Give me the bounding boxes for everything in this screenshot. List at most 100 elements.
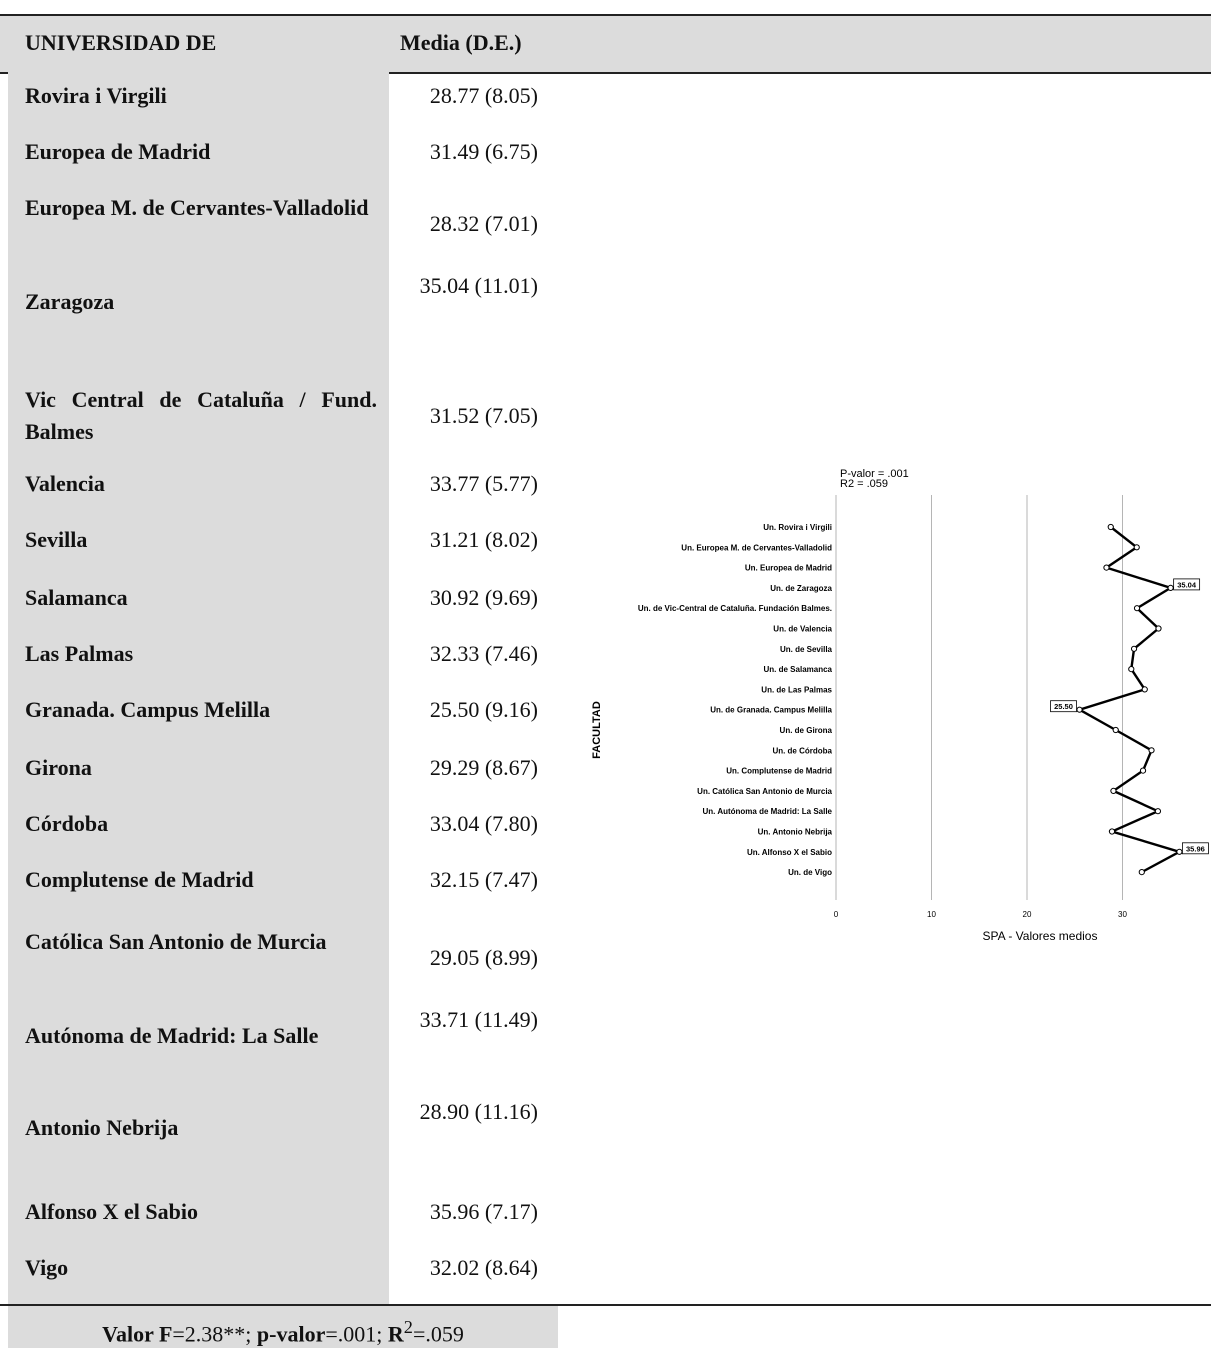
category-label: Un. de Vigo <box>788 868 832 877</box>
data-label-box <box>1182 842 1209 855</box>
data-label: 25.50 <box>1050 700 1077 713</box>
category-label: Un. de Las Palmas <box>761 685 832 694</box>
data-point <box>1133 605 1141 612</box>
footer-r-sup: 2 <box>403 1317 413 1337</box>
data-point <box>1103 564 1110 571</box>
category-label: Un. de Zaragoza <box>770 584 832 593</box>
data-label-text: 35.04 <box>1177 580 1197 589</box>
chart-p-annotation: P-valor = .001 <box>840 468 909 480</box>
chart-x-axis: 0 10 20 30 <box>834 910 1128 919</box>
mean-sd-value: 28.90 (11.16) <box>419 1099 538 1124</box>
x-tick-label: 30 <box>1118 910 1127 919</box>
mean-sd-value: 31.49 (6.75) <box>429 139 538 164</box>
data-point <box>1130 645 1138 652</box>
data-point <box>1110 787 1117 794</box>
university-name: Salamanca <box>25 585 128 610</box>
series-line <box>1076 526 1183 874</box>
university-name: Sevilla <box>25 527 88 552</box>
university-name: Vic Central de Cataluña / Fund. Balmes <box>25 387 377 444</box>
table-header: UNIVERSIDAD DE Media (D.E.) <box>0 14 1211 74</box>
mean-sd-value: 28.77 (8.05) <box>429 83 538 108</box>
footer-p-label: p-valor <box>256 1321 326 1347</box>
mean-sd-value: 31.52 (7.05) <box>429 403 538 428</box>
university-name: Antonio Nebrija <box>25 1115 179 1140</box>
chart-category-labels: Un. Rovira i Virgili Un. Europea M. de Ce… <box>638 523 833 877</box>
category-label: Un. de Sevilla <box>780 645 833 654</box>
mean-sd-value: 28.32 (7.01) <box>429 211 538 236</box>
data-point <box>1167 584 1174 592</box>
footer-r-label: R <box>387 1321 404 1347</box>
category-label: Un. Complutense de Madrid <box>726 767 832 776</box>
header-university: UNIVERSIDAD DE <box>25 30 217 55</box>
footer-f-value: =2.38**; <box>172 1321 257 1347</box>
university-column-background <box>8 72 389 1304</box>
data-label: 35.04 <box>1173 578 1201 591</box>
data-point <box>1155 625 1162 632</box>
university-name: Valencia <box>25 471 105 496</box>
category-label: Un. Europea de Madrid <box>745 564 832 573</box>
university-name: Alfonso X el Sabio <box>25 1199 198 1224</box>
university-name: Católica San Antonio de Murcia <box>25 929 327 954</box>
footer-p-value: =.001; <box>325 1321 388 1347</box>
category-label: Un. de Granada. Campus Melilla <box>710 706 832 715</box>
university-name: Las Palmas <box>25 641 134 666</box>
footer-f-label: Valor F <box>102 1321 173 1347</box>
university-name: Autónoma de Madrid: La Salle <box>25 1023 319 1048</box>
data-label: 35.96 <box>1182 842 1209 855</box>
university-name: Zaragoza <box>25 289 115 314</box>
table-bottom-rule <box>0 1304 1211 1306</box>
category-label: Un. de Vic-Central de Cataluña. Fundació… <box>638 604 832 613</box>
mean-sd-value: 25.50 (9.16) <box>429 697 538 722</box>
category-label: Un. de Salamanca <box>764 665 833 674</box>
category-label: Un. Alfonso X el Sabio <box>747 848 832 857</box>
data-point <box>1107 523 1114 531</box>
chart-r2-annotation: R2 = .059 <box>840 478 888 490</box>
data-point <box>1154 808 1162 815</box>
university-name: Europea M. de Cervantes-Valladolid <box>25 195 369 220</box>
mean-sd-value: 33.04 (7.80) <box>429 811 538 836</box>
table-footer: Valor F=2.38**; p-valor=.001; R2=.059 <box>8 1306 558 1348</box>
category-label: Un. de Valencia <box>773 625 832 634</box>
data-label-text: 35.96 <box>1186 844 1205 853</box>
means-line-chart: P-valor = .001 R2 = .059 Un. Rovira i Vi… <box>591 468 1209 943</box>
mean-sd-value: 31.21 (8.02) <box>429 527 538 552</box>
footer-r-value: =.059 <box>412 1321 464 1347</box>
mean-sd-value: 32.15 (7.47) <box>429 867 538 892</box>
data-point <box>1076 706 1083 713</box>
chart-grid <box>835 495 1123 900</box>
mean-sd-value: 30.92 (9.69) <box>429 585 538 610</box>
data-point <box>1141 686 1148 693</box>
data-point <box>1139 767 1147 774</box>
x-tick-label: 20 <box>1023 910 1032 919</box>
data-point <box>1108 828 1116 835</box>
category-label: Un. Católica San Antonio de Murcia <box>697 787 832 796</box>
university-name: Granada. Campus Melilla <box>25 697 271 722</box>
chart-y-axis-label: FACULTAD <box>591 701 603 759</box>
data-label-box <box>1173 578 1201 591</box>
data-point <box>1176 848 1183 855</box>
header-mean-sd: Media (D.E.) <box>400 30 522 55</box>
university-name: Europea de Madrid <box>25 139 211 164</box>
data-point <box>1112 726 1119 734</box>
university-name: Girona <box>25 755 92 780</box>
university-name: Rovira i Virgili <box>25 83 167 108</box>
mean-sd-value: 35.04 (11.01) <box>419 273 538 298</box>
data-point <box>1133 544 1140 551</box>
category-label: Un. Autónoma de Madrid: La Salle <box>703 807 833 816</box>
mean-sd-value: 35.96 (7.17) <box>429 1199 538 1224</box>
data-point <box>1128 666 1135 673</box>
category-label: Un. de Girona <box>780 726 833 735</box>
data-point <box>1148 747 1155 754</box>
university-name: Vigo <box>25 1255 69 1280</box>
data-label-text: 25.50 <box>1054 702 1073 711</box>
category-label: Un. Rovira i Virgili <box>763 523 832 532</box>
x-tick-label: 10 <box>927 910 936 919</box>
university-name: Córdoba <box>25 811 109 836</box>
data-label-box <box>1050 700 1077 713</box>
mean-sd-value: 33.77 (5.77) <box>429 471 538 496</box>
university-name: Complutense de Madrid <box>25 867 254 892</box>
chart-series: 35.04 25.50 35.96 <box>1050 523 1209 876</box>
mean-sd-value: 33.71 (11.49) <box>419 1007 538 1032</box>
x-tick-label: 0 <box>834 910 839 919</box>
category-label: Un. Europea M. de Cervantes-Valladolid <box>681 543 832 552</box>
